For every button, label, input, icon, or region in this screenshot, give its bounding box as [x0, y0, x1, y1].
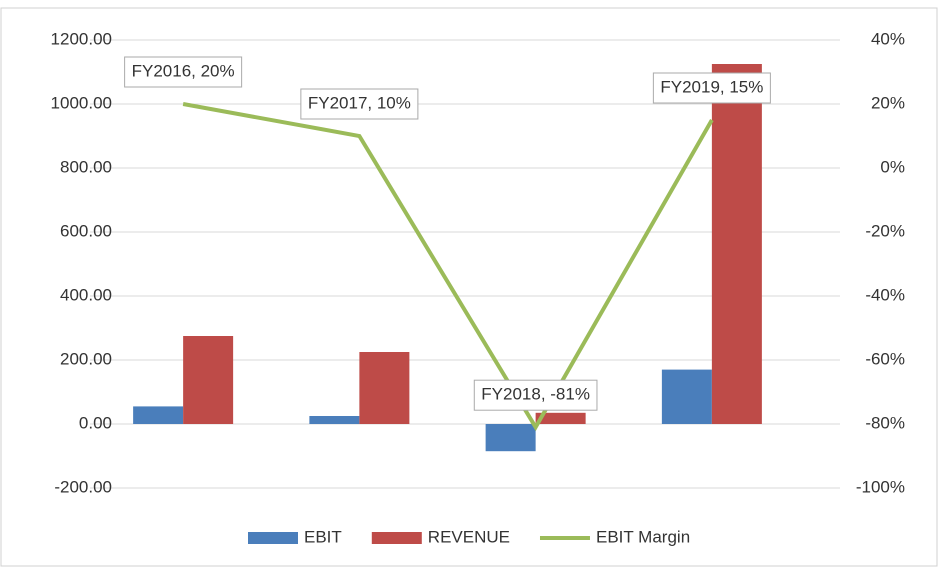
y-tick-label: 1200.00	[51, 29, 112, 48]
y2-tick-label: -100%	[856, 477, 905, 496]
y2-tick-label: 40%	[871, 29, 905, 48]
y2-tick-label: -80%	[865, 413, 905, 432]
data-label: FY2016, 20%	[132, 61, 235, 80]
bar	[309, 416, 360, 424]
data-label: FY2017, 10%	[308, 93, 411, 112]
line	[182, 102, 714, 432]
y2-tick-label: 0%	[880, 157, 905, 176]
y2-tick-label: -60%	[865, 349, 905, 368]
legend-label: REVENUE	[428, 527, 510, 546]
y-tick-label: 600.00	[60, 221, 112, 240]
bar	[133, 406, 184, 424]
y2-tick-label: 20%	[871, 93, 905, 112]
chart-frame	[0, 7, 938, 567]
data-label-box	[300, 88, 419, 120]
bar	[535, 412, 586, 424]
legend-label: EBIT	[304, 527, 342, 546]
y2-tick-label: -20%	[865, 221, 905, 240]
data-label: FY2018, -81%	[481, 385, 590, 404]
legend-label: EBIT Margin	[596, 527, 690, 546]
y2-tick-label: -40%	[865, 285, 905, 304]
bar	[359, 352, 410, 424]
bar	[485, 424, 536, 452]
bar	[183, 336, 234, 424]
y-tick-label: 0.00	[79, 413, 112, 432]
data-label: FY2019, 15%	[660, 77, 763, 96]
legend-swatch	[248, 532, 298, 544]
y-tick-label: 800.00	[60, 157, 112, 176]
data-label-box	[652, 72, 771, 104]
data-label-box	[473, 379, 598, 411]
bar	[661, 369, 712, 424]
legend-swatch	[371, 532, 422, 544]
y-tick-label: 200.00	[60, 349, 112, 368]
bar	[711, 64, 762, 424]
y-tick-label: 400.00	[60, 285, 112, 304]
y-tick-label: 1000.00	[51, 93, 112, 112]
y-tick-label: -200.00	[54, 477, 112, 496]
data-label-box	[124, 56, 243, 88]
